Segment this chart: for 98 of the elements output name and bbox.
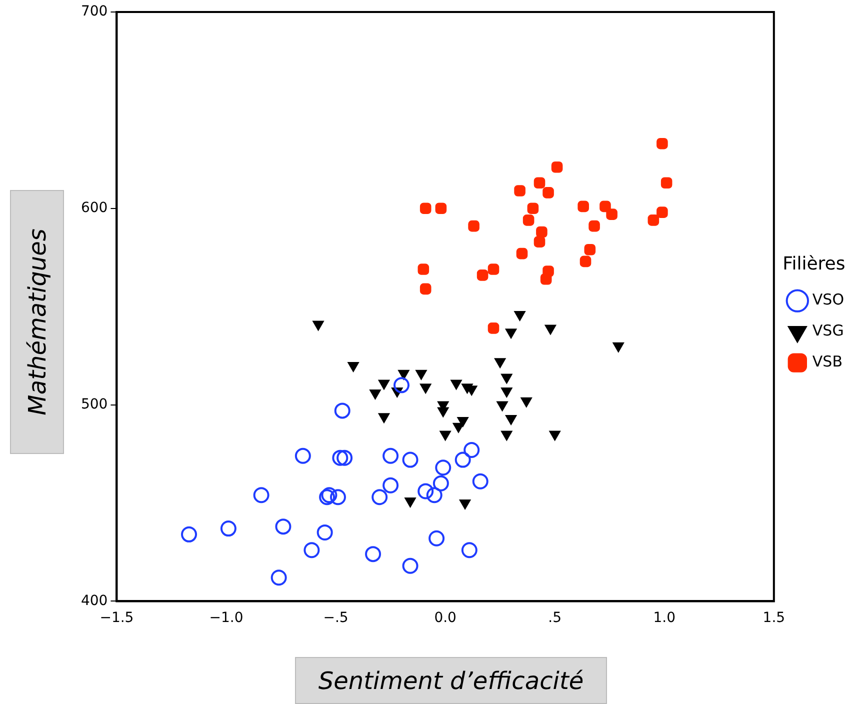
point (382, 448, 399, 464)
point (312, 320, 324, 331)
legend-label: VSO (812, 290, 844, 309)
point (220, 520, 236, 537)
point (656, 206, 668, 218)
legend-label: VSB (812, 352, 842, 371)
point (316, 524, 333, 540)
x-tick-label: −.5 (323, 610, 348, 626)
point (578, 200, 589, 212)
point (606, 208, 618, 220)
point (527, 202, 539, 214)
point (514, 310, 526, 321)
point (534, 236, 546, 248)
point (580, 256, 592, 268)
point (435, 202, 447, 214)
point (505, 415, 517, 426)
point (275, 518, 292, 535)
point (468, 220, 480, 232)
x-tick-label: 1.5 (762, 610, 786, 626)
point (612, 342, 624, 352)
point (330, 489, 346, 506)
point (365, 546, 382, 562)
point (536, 226, 548, 238)
point (382, 477, 399, 494)
point (418, 483, 434, 500)
point (600, 200, 611, 212)
point (551, 162, 563, 173)
x-axis-title: Sentiment d’efficacité (295, 657, 607, 704)
point (440, 430, 452, 441)
point (464, 442, 480, 458)
x-tick-label: 0.0 (434, 610, 456, 626)
x-tick-label: −1.5 (100, 610, 134, 626)
point (334, 402, 350, 419)
point (540, 273, 552, 285)
point (461, 542, 478, 558)
point (348, 362, 360, 372)
point (588, 220, 600, 232)
point (426, 487, 442, 504)
point (435, 460, 452, 476)
x-tick-label: −1.0 (209, 610, 244, 626)
point (420, 202, 432, 214)
point (549, 430, 561, 441)
legend-label: VSG (812, 322, 844, 340)
point (660, 177, 672, 189)
point (488, 264, 500, 275)
point (181, 526, 198, 542)
point (648, 214, 660, 226)
point (520, 397, 532, 408)
point (584, 244, 596, 256)
point (253, 487, 270, 504)
point (432, 475, 449, 492)
point (476, 270, 488, 281)
legend-title: Filières (782, 253, 846, 274)
point (544, 324, 556, 335)
point (418, 264, 430, 275)
point (402, 452, 418, 468)
point (542, 187, 554, 198)
point (332, 450, 348, 466)
point (450, 380, 462, 390)
point (500, 374, 512, 384)
y-tick-label: 400 (80, 592, 108, 609)
y-tick-label: 500 (80, 396, 108, 412)
point (404, 498, 416, 508)
point (505, 328, 517, 339)
point (459, 500, 471, 510)
point (378, 380, 390, 390)
point (428, 530, 445, 546)
point (437, 407, 449, 418)
y-tick-label: 600 (80, 200, 108, 216)
y-tick-label: 700 (80, 4, 108, 20)
point (304, 542, 320, 558)
point (656, 138, 668, 150)
point (394, 377, 410, 394)
point (522, 214, 534, 226)
point (496, 401, 508, 412)
point (294, 448, 311, 464)
point (336, 450, 353, 466)
point (270, 570, 287, 586)
point (500, 388, 512, 398)
y-axis-title: Mathématiques (23, 228, 51, 416)
point (488, 322, 500, 334)
point (372, 489, 388, 506)
point (500, 430, 512, 441)
point (398, 370, 410, 380)
point (494, 358, 506, 368)
point (420, 384, 432, 394)
point (402, 558, 418, 574)
point (416, 370, 427, 380)
point (514, 185, 526, 196)
x-tick-label: 1.0 (653, 610, 676, 626)
x-tick-label: .5 (548, 610, 562, 626)
point (454, 452, 471, 468)
point (534, 177, 546, 189)
point (420, 283, 432, 295)
point (472, 473, 488, 490)
point (378, 413, 390, 424)
point (370, 390, 381, 400)
point (516, 248, 528, 260)
